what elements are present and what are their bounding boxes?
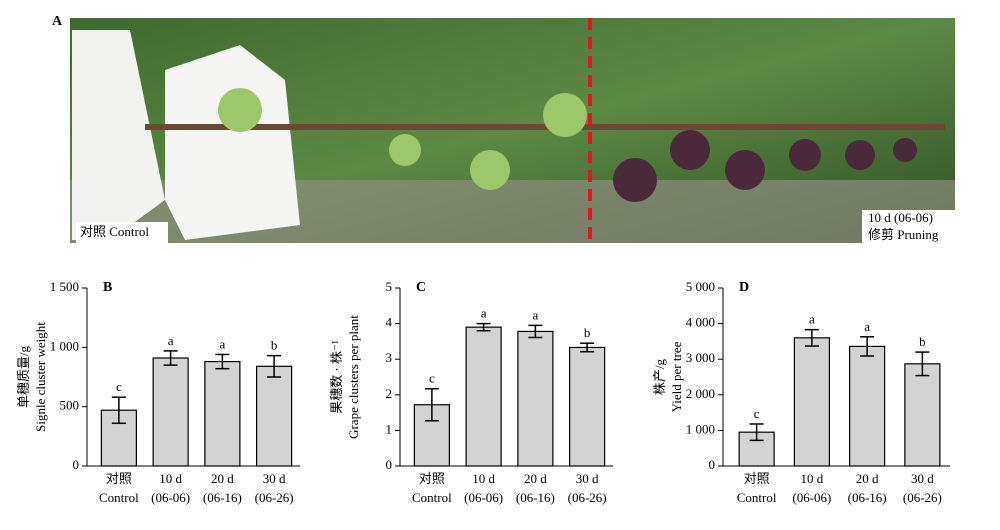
significance-label: b	[584, 325, 591, 340]
bar	[256, 365, 293, 467]
bar-chart: B 0 500 1 000 1 500 单穗质量/g Signle cluster weig…	[16, 279, 300, 505]
y-tick-label: 3 000	[686, 350, 715, 365]
bar	[517, 330, 554, 467]
x-tick-label: 对照	[744, 471, 770, 486]
vine	[145, 124, 945, 130]
significance-label: a	[864, 319, 870, 334]
y-tick-label: 3	[386, 350, 393, 365]
error-bar	[804, 328, 819, 347]
purple-grapes	[613, 130, 917, 202]
significance-label: a	[532, 307, 538, 322]
y-tick-label: 1	[386, 421, 393, 436]
photo-left-label: 对照 Control	[80, 224, 149, 239]
y-tick-label: 500	[60, 398, 80, 413]
y-tick-label: 0	[386, 457, 393, 472]
y-tick-label: 0	[709, 457, 716, 472]
x-tick-label: 10 d	[801, 471, 824, 486]
bar-chart: D 0 1 000 2 000 3 000 4 000 5 000 株产/g Yield per…	[652, 279, 950, 505]
y-tick-label: 2 000	[686, 386, 715, 401]
panel-label: A	[52, 14, 63, 29]
bar	[793, 337, 830, 467]
x-tick-label: 20 d	[211, 471, 234, 486]
y-tick-label: 2	[386, 386, 393, 401]
green-grapes	[218, 88, 587, 190]
y-tick-label: 5 000	[686, 279, 715, 294]
bar	[152, 357, 189, 467]
error-bar	[163, 350, 178, 366]
error-bar	[476, 322, 491, 332]
x-tick-sublabel: (06-26)	[568, 490, 607, 505]
x-tick-label: 对照	[419, 471, 445, 486]
error-bar	[215, 353, 230, 370]
error-bar	[267, 354, 282, 378]
photo-right-label: 修剪 Pruning	[868, 227, 939, 242]
error-bar	[749, 423, 764, 442]
bar	[204, 360, 241, 467]
photo-right-label: 10 d (06-06)	[868, 210, 933, 225]
x-tick-label: 10 d	[159, 471, 182, 486]
x-tick-sublabel: (06-06)	[792, 490, 831, 505]
significance-label: a	[809, 312, 815, 327]
error-bar	[424, 387, 439, 422]
y-tick-label: 1 500	[50, 279, 79, 294]
x-tick-label: 30 d	[911, 471, 934, 486]
x-tick-label: 20 d	[856, 471, 879, 486]
x-tick-sublabel: (06-16)	[203, 490, 242, 505]
x-tick-label: 对照	[106, 471, 132, 486]
label-box	[76, 222, 168, 243]
significance-label: a	[168, 333, 174, 348]
panel-label: D	[739, 280, 749, 295]
panel-label: C	[416, 280, 426, 295]
y-axis-label: 果穗数 · 株⁻¹	[329, 340, 344, 414]
y-tick-label: 4 000	[686, 315, 715, 330]
x-tick-sublabel: Control	[737, 490, 777, 505]
significance-label: a	[481, 306, 487, 321]
x-tick-sublabel: (06-16)	[848, 490, 887, 505]
significance-label: c	[754, 406, 760, 421]
x-tick-sublabel: Control	[412, 490, 452, 505]
bar	[904, 363, 941, 467]
bar	[849, 345, 886, 467]
bar	[569, 346, 606, 467]
y-axis-label: Yield per tree	[669, 341, 684, 412]
panel-label: B	[103, 280, 112, 295]
x-tick-label: 10 d	[472, 471, 495, 486]
y-tick-label: 1 000	[50, 338, 79, 353]
y-tick-label: 1 000	[686, 421, 715, 436]
y-axis-label: 单穗质量/g	[16, 345, 31, 408]
bar	[465, 326, 502, 467]
y-tick-label: 5	[386, 279, 393, 294]
x-tick-sublabel: (06-16)	[516, 490, 555, 505]
bag	[165, 45, 300, 240]
x-tick-label: 20 d	[524, 471, 547, 486]
x-tick-sublabel: (06-06)	[151, 490, 190, 505]
x-tick-label: 30 d	[576, 471, 599, 486]
label-box	[862, 210, 955, 243]
photo: 对照 Control 10 d (06-06) 修剪 Pruning	[70, 18, 955, 243]
significance-label: a	[219, 336, 225, 351]
y-tick-label: 4	[386, 315, 393, 330]
x-tick-sublabel: Control	[99, 490, 139, 505]
error-bar	[860, 336, 875, 357]
y-axis-label: Grape clusters per plant	[346, 315, 361, 439]
error-bar	[111, 396, 126, 425]
error-bar	[528, 324, 543, 339]
x-tick-label: 30 d	[263, 471, 286, 486]
y-axis-label: Signle cluster weight	[33, 322, 48, 432]
bar-chart: C 0 1 2 3 4 5 果穗数 · 株⁻¹ Grape clusters per plant…	[329, 279, 613, 505]
y-tick-label: 0	[73, 457, 80, 472]
x-tick-sublabel: (06-26)	[255, 490, 294, 505]
significance-label: c	[429, 371, 435, 386]
bag	[72, 30, 165, 240]
significance-label: c	[116, 379, 122, 394]
significance-label: b	[919, 334, 926, 349]
y-axis-label: 株产/g	[652, 358, 667, 395]
error-bar	[915, 351, 930, 377]
significance-label: b	[271, 338, 278, 353]
x-tick-sublabel: (06-06)	[464, 490, 503, 505]
error-bar	[580, 342, 595, 353]
x-tick-sublabel: (06-26)	[903, 490, 942, 505]
